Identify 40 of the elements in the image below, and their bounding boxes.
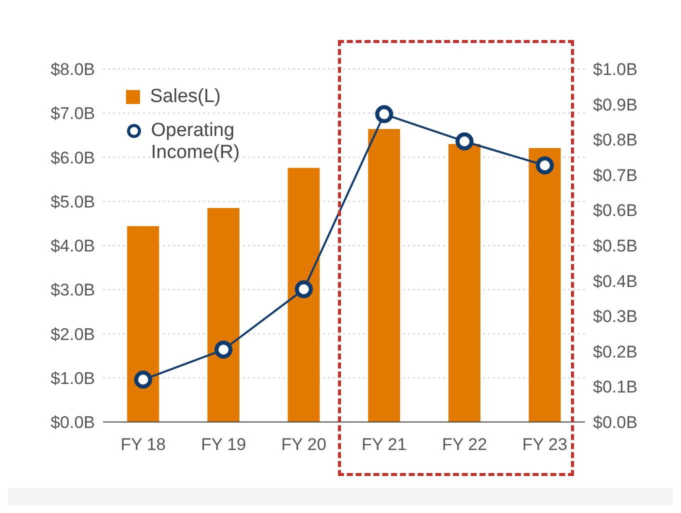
y2-tick-label: $0.7B [593,166,638,185]
bar [448,144,480,422]
x-tick-label: FY 21 [362,435,407,454]
point [214,340,232,359]
y2-tick-label: $0.1B [593,378,638,397]
x-tick-label: FY 23 [522,435,568,454]
y2-tick-label: $0.9B [593,95,638,114]
y2-tick-label: $0.5B [593,236,638,256]
bar [127,226,160,422]
point [134,370,152,389]
x-tick-label: FY 20 [281,435,326,454]
y-tick-label: $7.0B [50,104,95,124]
y2-tick-label: $0.3B [593,307,638,326]
y-tick-label: $2.0B [50,324,95,344]
point [375,105,394,124]
x-tick-label: FY 19 [200,435,246,454]
bar [207,208,240,422]
x-tick-label: FY 22 [442,435,488,454]
legend-label: Sales(L) [150,86,221,108]
bar [368,129,400,422]
y-tick-label: $1.0B [50,368,95,388]
legend-label: Operating Income(R) [151,120,241,164]
y2-tick-label: $0.0B [593,413,638,432]
y2-tick-label: $1.0B [593,60,638,80]
y-tick-label: $3.0B [50,280,95,300]
bar [288,168,320,422]
y2-tick-label: $0.4B [593,272,638,291]
y-tick-label: $5.0B [50,192,95,212]
y2-tick-label: $0.2B [593,342,638,362]
y-tick-label: $0.0B [50,413,95,432]
point [294,280,313,298]
y2-tick-label: $0.6B [593,201,638,220]
point [536,156,554,174]
y-tick-label: $4.0B [50,236,95,256]
y2-tick-label: $0.8B [593,130,638,150]
y-tick-label: $8.0B [50,60,95,80]
point [456,132,474,150]
y-tick-label: $6.0B [50,148,95,168]
x-tick-label: FY 18 [120,435,166,454]
bar [528,148,561,422]
